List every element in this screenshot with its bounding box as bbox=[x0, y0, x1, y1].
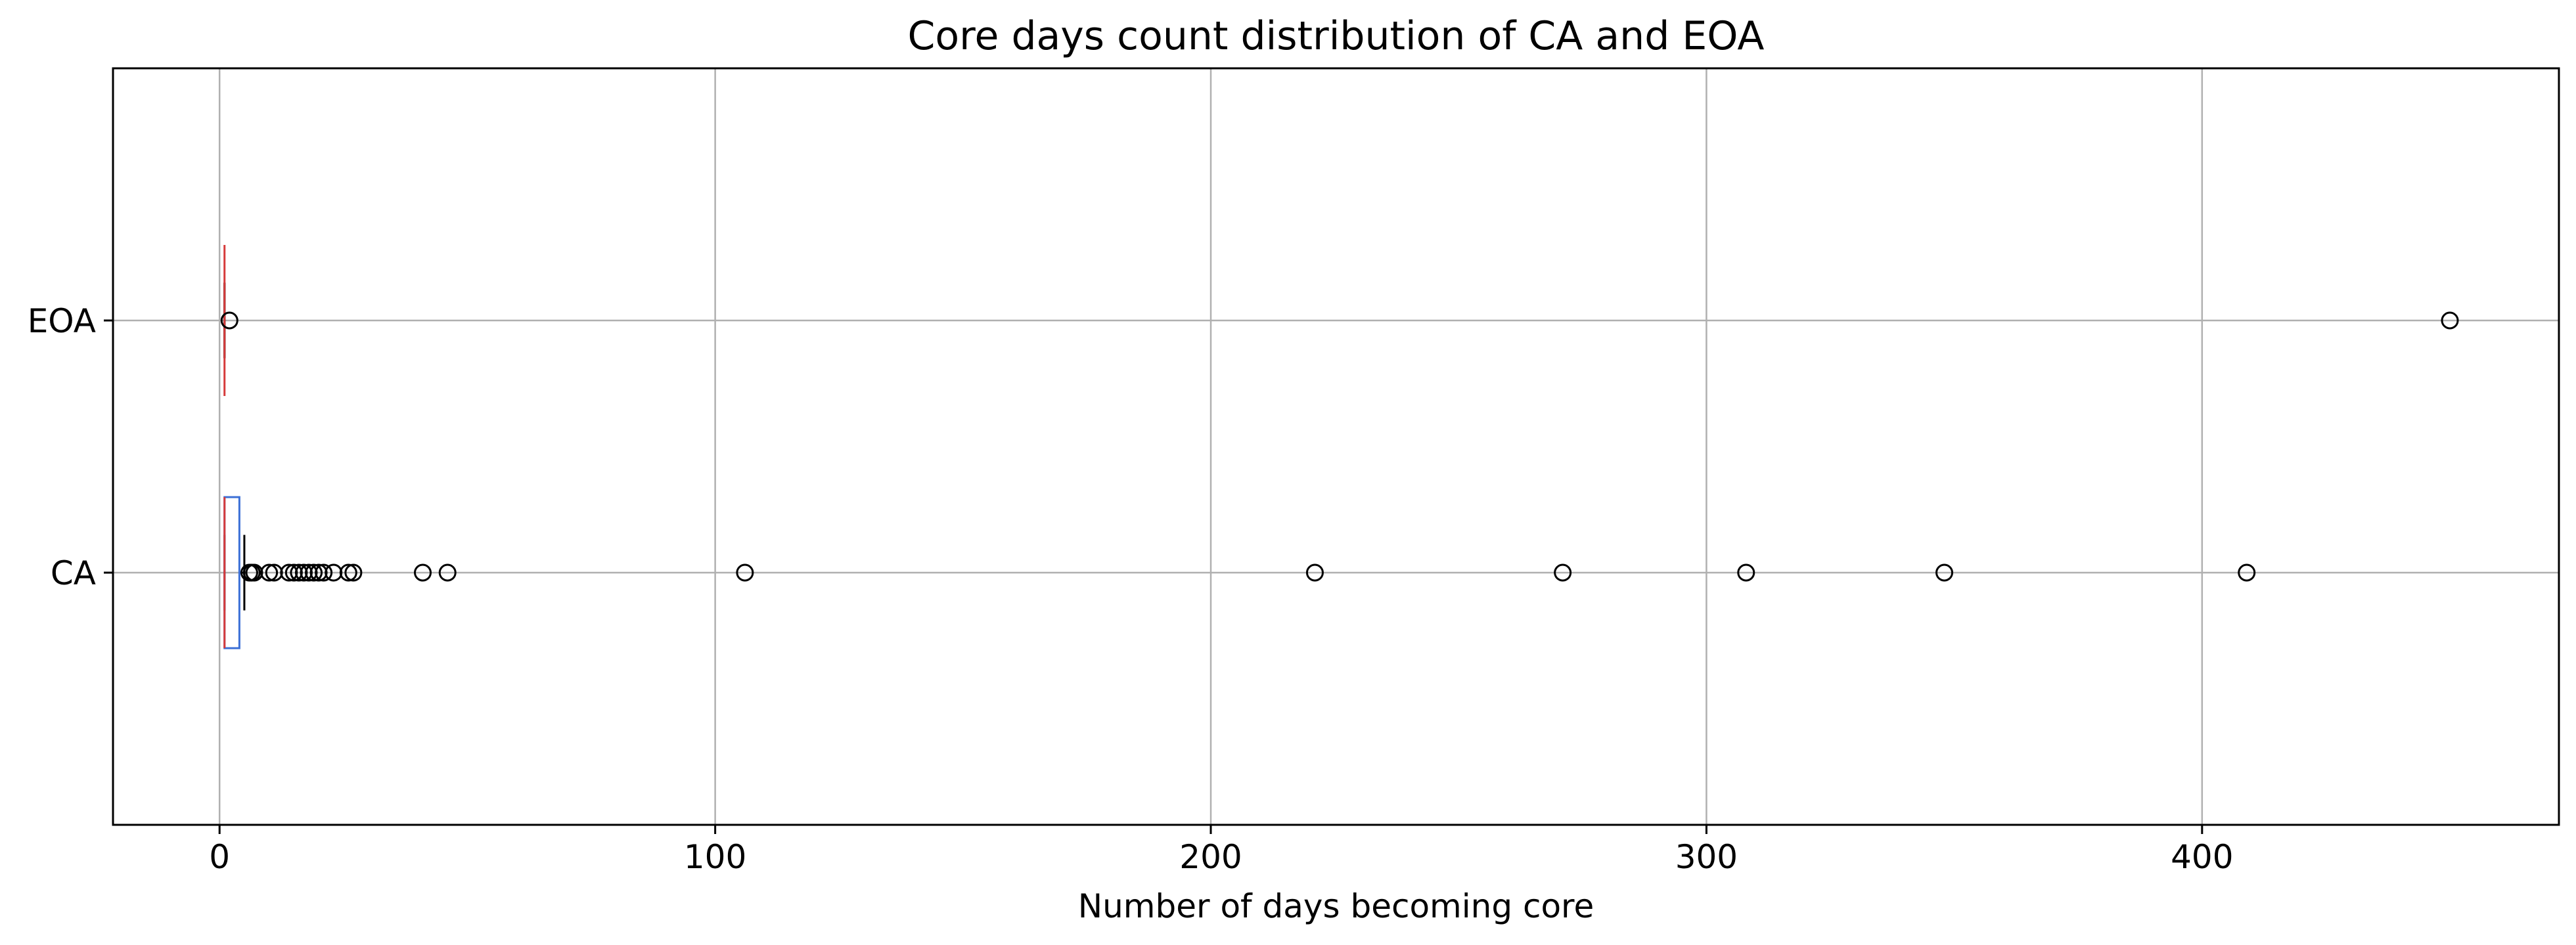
x-tick-label: 400 bbox=[2171, 838, 2233, 876]
outlier-point bbox=[2441, 311, 2459, 330]
grid bbox=[113, 68, 2559, 825]
x-tick-label: 100 bbox=[684, 838, 746, 876]
outlier-point bbox=[305, 563, 323, 582]
x-axis-label: Number of days becoming core bbox=[1078, 887, 1594, 925]
outlier-point bbox=[344, 563, 363, 582]
plot-frame bbox=[112, 67, 2560, 826]
box-plots bbox=[220, 245, 2459, 649]
x-tick-label: 300 bbox=[1675, 838, 1738, 876]
outlier-point bbox=[736, 563, 754, 582]
outlier-point bbox=[315, 563, 333, 582]
outlier-point bbox=[414, 563, 432, 582]
outlier-point bbox=[1935, 563, 1954, 582]
outlier-point bbox=[1737, 563, 1755, 582]
y-tick-label: CA bbox=[51, 554, 96, 592]
outlier-point bbox=[260, 563, 279, 582]
x-tick-label: 200 bbox=[1179, 838, 1242, 876]
outlier-point bbox=[339, 563, 357, 582]
outlier-point bbox=[2238, 563, 2256, 582]
outlier-point bbox=[1554, 563, 1572, 582]
outlier-point bbox=[438, 563, 457, 582]
y-tick-label: EOA bbox=[28, 302, 96, 340]
x-tick-label: 0 bbox=[209, 838, 230, 876]
chart-title: Core days count distribution of CA and E… bbox=[908, 13, 1765, 59]
axis-ticks: 0 100 200 300 400 CA EOA bbox=[28, 302, 2234, 876]
outlier-point bbox=[1305, 563, 1324, 582]
outlier-point bbox=[220, 311, 238, 330]
